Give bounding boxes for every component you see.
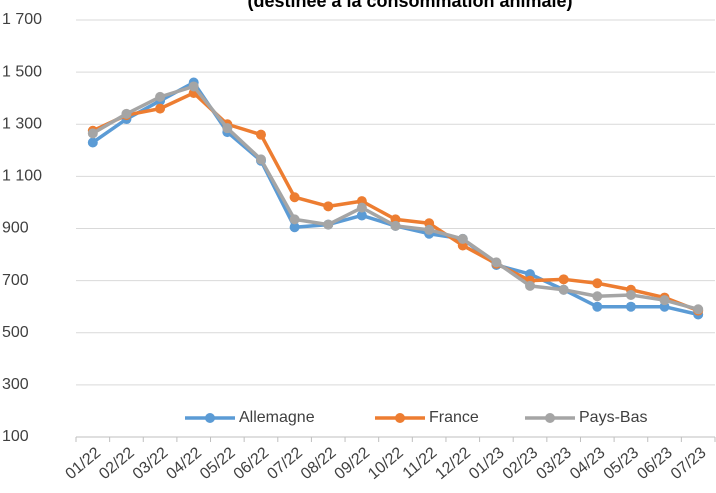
x-tick-label: 08/22 [298, 444, 340, 483]
legend-marker [545, 413, 555, 423]
point [558, 284, 569, 295]
point [323, 201, 334, 212]
x-tick-label: 02/22 [96, 444, 138, 483]
y-tick-label: 900 [2, 220, 29, 237]
point [87, 128, 98, 139]
x-tick-label: 09/22 [332, 444, 374, 483]
x-tick-label: 01/22 [62, 444, 104, 483]
chart-title: (destinée à la consommation animale) [247, 0, 572, 11]
point [255, 129, 266, 140]
point [289, 222, 300, 233]
legend-marker [205, 413, 215, 423]
point [625, 301, 636, 312]
point [188, 81, 199, 92]
legend-label: Pays-Bas [579, 409, 647, 426]
point [289, 214, 300, 225]
y-tick-label: 1 300 [2, 115, 42, 132]
point [592, 278, 603, 289]
x-tick-label: 12/22 [432, 444, 474, 483]
x-tick-label: 07/23 [668, 444, 710, 483]
y-tick-label: 100 [2, 428, 29, 445]
point [625, 289, 636, 300]
point [592, 301, 603, 312]
x-tick-label: 06/22 [231, 444, 273, 483]
point [457, 233, 468, 244]
x-tick-label: 11/22 [400, 444, 441, 482]
x-tick-label: 04/23 [567, 444, 609, 483]
x-tick-label: 03/22 [130, 444, 172, 483]
x-tick-label: 03/23 [533, 444, 575, 483]
point [87, 137, 98, 148]
series-line [92, 91, 699, 313]
x-tick-label: 10/22 [365, 444, 407, 483]
y-tick-label: 1 100 [2, 168, 42, 185]
x-tick-label: 04/22 [163, 444, 205, 483]
point [592, 291, 603, 302]
y-tick-label: 500 [2, 324, 29, 341]
series-line [91, 80, 699, 317]
y-tick-label: 1 700 [2, 11, 42, 28]
x-tick-label: 01/23 [466, 444, 508, 483]
x-tick-label: 07/22 [264, 444, 306, 483]
point [121, 108, 132, 119]
point [356, 210, 367, 221]
point [356, 202, 367, 213]
y-tick-label: 1 500 [2, 63, 42, 80]
x-tick-label: 05/22 [197, 444, 239, 483]
point [390, 220, 401, 231]
point [558, 274, 569, 285]
point [255, 154, 266, 165]
point [222, 123, 233, 134]
legend-label: France [429, 409, 479, 426]
y-tick-label: 700 [2, 272, 29, 289]
point [491, 257, 502, 268]
x-tick-label: 06/23 [634, 444, 676, 483]
point [155, 103, 166, 114]
point [289, 192, 300, 203]
x-tick-label: 02/23 [500, 444, 542, 483]
point [424, 224, 435, 235]
point [155, 91, 166, 102]
point [659, 295, 670, 306]
point [323, 219, 334, 230]
legend-marker [395, 413, 405, 423]
point [525, 280, 536, 291]
x-tick-label: 05/23 [601, 444, 643, 483]
series-line [91, 84, 699, 311]
y-tick-label: 300 [2, 376, 29, 393]
point [693, 304, 704, 315]
legend-label: Allemagne [239, 409, 315, 426]
